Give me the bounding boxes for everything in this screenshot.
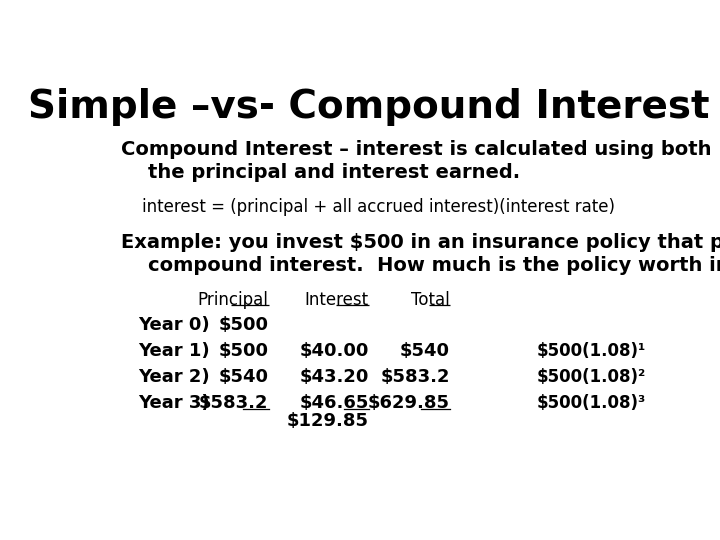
Text: $500(1.08)¹: $500(1.08)¹ (536, 342, 646, 360)
Text: $540: $540 (219, 368, 269, 386)
Text: the principal and interest earned.: the principal and interest earned. (121, 163, 520, 181)
Text: Year 1): Year 1) (138, 342, 210, 360)
Text: Total: Total (411, 292, 450, 309)
Text: $40.00: $40.00 (300, 342, 369, 360)
Text: Year 3): Year 3) (138, 394, 210, 411)
Text: $129.85: $129.85 (287, 411, 369, 430)
Text: Example: you invest $500 in an insurance policy that pays 8%: Example: you invest $500 in an insurance… (121, 233, 720, 252)
Text: $46.65: $46.65 (300, 394, 369, 411)
Text: Interest: Interest (305, 292, 369, 309)
Text: Compound Interest – interest is calculated using both: Compound Interest – interest is calculat… (121, 140, 711, 159)
Text: $629.85: $629.85 (368, 394, 450, 411)
Text: $583.2: $583.2 (380, 368, 450, 386)
Text: $540: $540 (400, 342, 450, 360)
Text: compound interest.  How much is the policy worth in 3 years?: compound interest. How much is the polic… (121, 256, 720, 275)
Text: $43.20: $43.20 (300, 368, 369, 386)
Text: $500: $500 (219, 342, 269, 360)
Text: Principal: Principal (198, 292, 269, 309)
Text: Year 0): Year 0) (138, 316, 210, 334)
Text: interest = (principal + all accrued interest)(interest rate): interest = (principal + all accrued inte… (121, 198, 615, 216)
Text: $500(1.08)²: $500(1.08)² (536, 368, 646, 386)
Text: Simple –vs- Compound Interest: Simple –vs- Compound Interest (28, 87, 710, 126)
Text: $500: $500 (219, 316, 269, 334)
Text: Year 2): Year 2) (138, 368, 210, 386)
Text: $500(1.08)³: $500(1.08)³ (536, 394, 646, 411)
Text: $583.2: $583.2 (199, 394, 269, 411)
